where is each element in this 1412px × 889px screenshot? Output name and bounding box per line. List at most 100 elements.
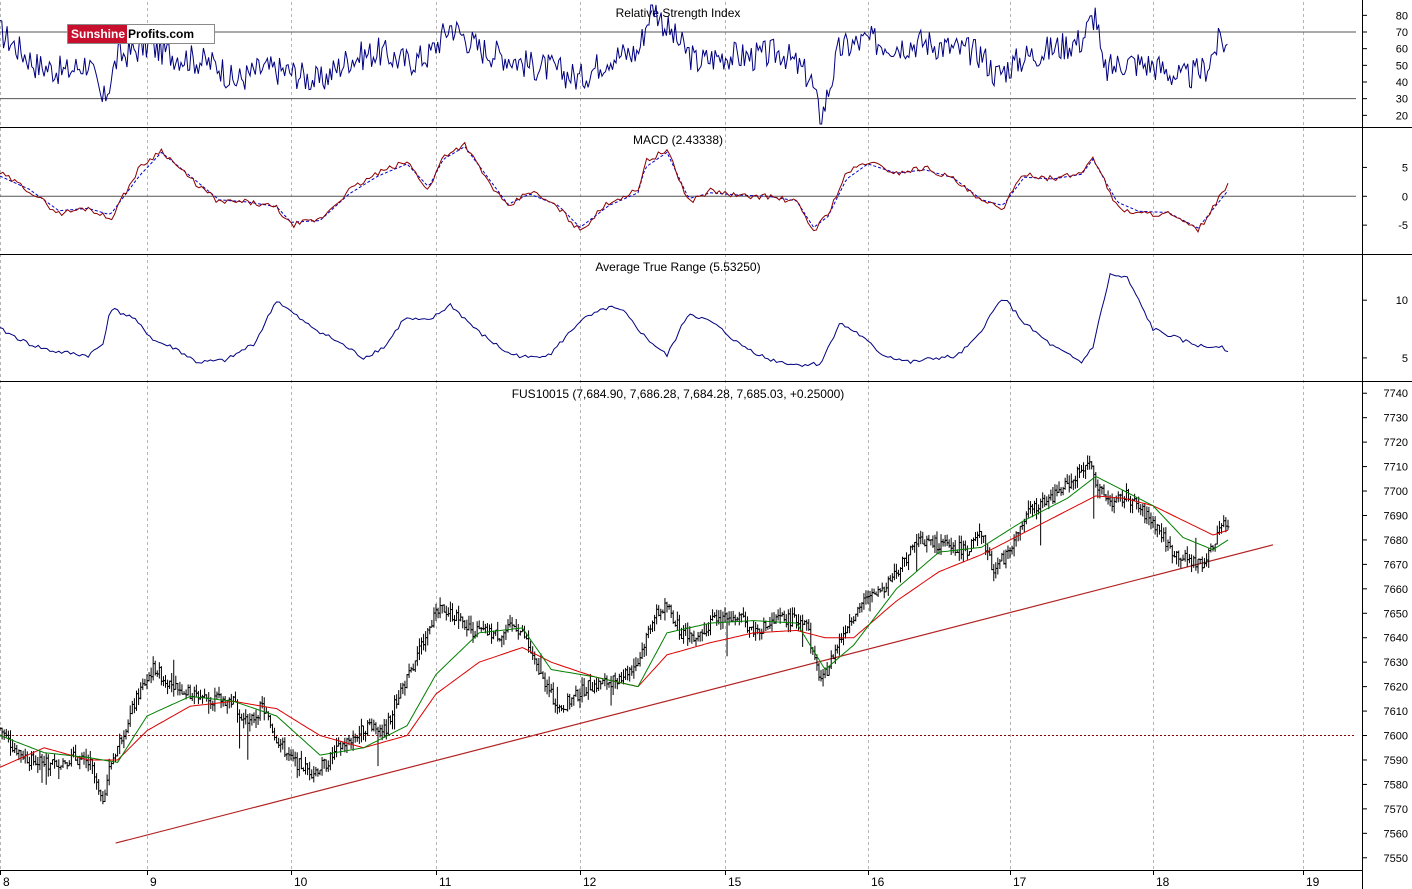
- price-bar: [754, 622, 758, 641]
- price-bar: [795, 614, 798, 629]
- price-bar: [90, 758, 94, 774]
- macd-title: MACD (2.43338): [633, 133, 723, 147]
- y-tick-label: 40: [1396, 77, 1408, 89]
- price-bar: [122, 730, 126, 749]
- y-tick-label: 20: [1396, 110, 1408, 122]
- price-bar: [128, 705, 132, 727]
- price-bar: [1045, 496, 1049, 506]
- price-bar: [1185, 546, 1189, 567]
- price-bar: [663, 598, 667, 621]
- price-bar: [894, 563, 898, 579]
- price-bar: [562, 705, 566, 713]
- y-axis-ticks: 8070605040302050-51057740773077207710770…: [1362, 10, 1408, 865]
- price-bar: [776, 609, 780, 621]
- price-bar: [578, 688, 582, 709]
- price-bar: [905, 552, 909, 567]
- price-bar: [737, 611, 741, 626]
- y-tick-label: 30: [1396, 94, 1408, 106]
- price-bar: [1100, 486, 1104, 495]
- price-bar: [67, 760, 71, 767]
- price-bar: [172, 659, 176, 697]
- price-bar: [1082, 462, 1086, 478]
- price-bar: [721, 611, 725, 629]
- price-bar: [116, 745, 120, 757]
- price-bar: [661, 609, 665, 614]
- price-bar: [223, 695, 227, 707]
- price-bar: [978, 523, 982, 538]
- price-bar: [1069, 473, 1073, 489]
- price-bar: [704, 623, 708, 637]
- price-bar: [1129, 495, 1133, 513]
- price-bar: [1166, 539, 1170, 551]
- price-bar: [132, 698, 136, 714]
- price-bar: [444, 605, 448, 621]
- price-bar: [413, 660, 417, 672]
- price-bar: [201, 694, 205, 704]
- price-bar: [1147, 506, 1151, 526]
- price-bar: [599, 680, 603, 690]
- price-bar: [273, 727, 277, 741]
- price-bar: [1141, 503, 1145, 517]
- price-bar: [1065, 474, 1069, 485]
- price-bar: [316, 768, 320, 777]
- price-bar: [764, 620, 768, 631]
- price-bar: [655, 604, 659, 625]
- price-panel: FUS10015 (7,684.90, 7,686.28, 7,684.28, …: [0, 387, 1356, 844]
- y-tick-label: 7730: [1384, 413, 1408, 425]
- price-bar: [1059, 487, 1063, 496]
- price-bar: [101, 791, 105, 805]
- price-bar: [434, 603, 438, 621]
- price-bar: [961, 540, 965, 562]
- price-bar: [657, 605, 661, 617]
- price-bar: [1039, 498, 1043, 546]
- price-bar: [455, 609, 459, 622]
- price-bar: [803, 620, 807, 626]
- price-bar: [487, 624, 491, 636]
- price-bar: [355, 735, 359, 742]
- price-bar: [1008, 547, 1012, 559]
- price-bar: [675, 611, 679, 631]
- price-bar: [1084, 464, 1088, 480]
- price-bar: [448, 601, 452, 622]
- y-tick-label: 0: [1402, 191, 1408, 203]
- price-bar: [351, 730, 355, 751]
- price-bar: [549, 683, 553, 694]
- price-bar: [93, 762, 96, 784]
- macd-panel: MACD (2.43338): [0, 133, 1356, 234]
- price-bar: [582, 678, 586, 697]
- price-bar: [287, 747, 291, 762]
- price-bar: [915, 533, 919, 571]
- price-bar: [719, 609, 723, 630]
- price-bar: [911, 544, 915, 551]
- price-bar: [900, 556, 904, 572]
- price-bar: [1155, 523, 1159, 538]
- price-bar: [743, 611, 747, 628]
- price-bar: [619, 672, 623, 684]
- price-bar: [574, 685, 578, 697]
- price-bar: [957, 535, 961, 561]
- price-bar: [126, 719, 130, 734]
- price-bar: [57, 759, 61, 780]
- price-bar: [1160, 523, 1164, 543]
- price-bar: [821, 669, 825, 687]
- price-bar: [684, 623, 688, 636]
- sunshine-profits-logo[interactable]: Sunshine Profits.com: [67, 24, 215, 44]
- price-bar: [835, 644, 839, 654]
- price-bar: [233, 691, 237, 703]
- rising-trendline: [115, 544, 1274, 844]
- price-bar: [450, 603, 454, 622]
- price-bar: [982, 535, 986, 544]
- price-bar: [297, 758, 301, 777]
- y-tick-label: 7670: [1384, 559, 1408, 571]
- price-bar: [748, 626, 752, 638]
- price-bar: [217, 686, 221, 699]
- price-bar: [330, 747, 334, 765]
- price-bar: [667, 603, 671, 610]
- price-bar: [998, 559, 1002, 569]
- price-bar: [994, 562, 998, 579]
- price-bar: [677, 614, 681, 640]
- price-bar: [376, 726, 380, 767]
- price-bar: [157, 662, 161, 679]
